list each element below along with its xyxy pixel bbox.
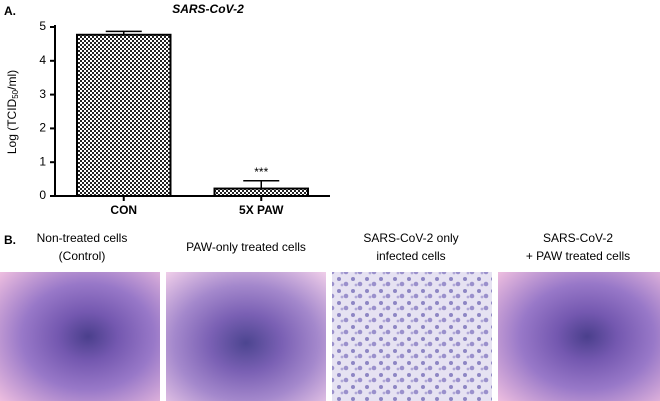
y-tick-label: 4 <box>39 53 46 67</box>
image-caption: Non-treated cells <box>37 231 128 245</box>
panel-label: B. <box>4 233 16 247</box>
y-tick-label: 1 <box>39 154 46 168</box>
y-axis-label-part: /ml) <box>5 70 19 90</box>
image-caption: SARS-CoV-2 <box>543 231 613 245</box>
bar <box>76 33 172 197</box>
image-caption: infected cells <box>376 249 445 263</box>
bar <box>213 187 309 197</box>
panel-label: A. <box>4 4 16 18</box>
image-caption: PAW-only treated cells <box>186 240 306 254</box>
y-axis-label: Log (TCID50/ml) <box>5 70 20 154</box>
y-axis-label-part: 50 <box>11 89 20 98</box>
micrograph <box>332 272 492 401</box>
micrograph <box>166 272 326 401</box>
micrograph <box>0 272 160 401</box>
significance: *** <box>254 165 268 179</box>
y-tick-label: 3 <box>39 87 46 101</box>
y-tick-label: 5 <box>39 19 46 33</box>
image-caption: (Control) <box>59 249 106 263</box>
micrograph <box>498 272 660 401</box>
image-caption: SARS-CoV-2 only <box>363 231 458 245</box>
chart-title: SARS-CoV-2 <box>172 2 244 16</box>
x-tick-label: CON <box>110 203 137 217</box>
x-tick-label: 5X PAW <box>239 203 284 217</box>
y-tick-label: 2 <box>39 121 46 135</box>
image-caption: + PAW treated cells <box>526 249 630 263</box>
y-axis-label-part: Log (TCID <box>5 98 19 154</box>
y-tick-label: 0 <box>39 188 46 202</box>
